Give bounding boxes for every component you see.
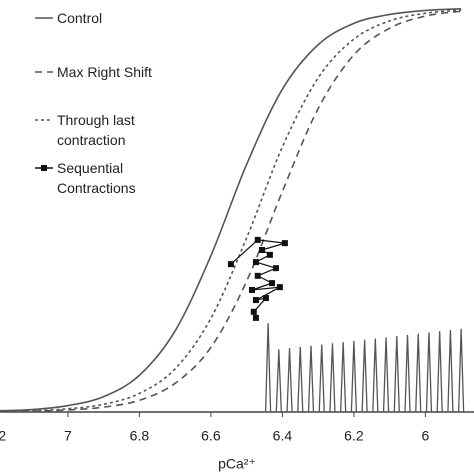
x-tick-label: 6.4 xyxy=(273,428,293,444)
transient-spike xyxy=(297,346,304,413)
transient-spike xyxy=(340,342,347,413)
transient-spike xyxy=(307,345,315,413)
data-point xyxy=(269,280,276,287)
x-tick-label: 7.2 xyxy=(0,428,6,444)
data-point xyxy=(252,314,259,321)
legend-item: Control xyxy=(35,8,177,28)
data-point xyxy=(266,251,273,258)
transient-spike xyxy=(318,344,325,413)
transient-spike xyxy=(286,348,293,413)
transient-spike xyxy=(404,334,411,413)
series-line xyxy=(0,8,462,412)
data-point xyxy=(276,284,283,291)
x-tick-label: 7 xyxy=(64,428,72,444)
data-point xyxy=(281,240,288,247)
legend-label: Max Right Shift xyxy=(57,64,152,80)
legend-item: Sequential Contractions xyxy=(35,158,177,198)
x-tick-label: 6.2 xyxy=(344,428,364,444)
data-point xyxy=(259,246,266,253)
series-line xyxy=(0,10,462,413)
transient-spike xyxy=(382,337,390,413)
data-point xyxy=(254,272,261,279)
data-point xyxy=(250,308,257,315)
legend-item: Through last contraction xyxy=(35,110,177,150)
transient-spike xyxy=(361,339,368,413)
transient-spike xyxy=(329,343,336,413)
transient-spike xyxy=(436,331,443,413)
transient-spike xyxy=(415,333,422,413)
data-point xyxy=(272,265,279,272)
legend-label: Sequential Contractions xyxy=(57,160,136,196)
legend-swatch xyxy=(35,17,53,19)
legend-swatch xyxy=(35,165,53,171)
series-line xyxy=(230,239,286,319)
series-line xyxy=(0,9,462,413)
data-point xyxy=(254,236,261,243)
transient-spike xyxy=(425,332,433,413)
data-point xyxy=(252,297,259,304)
x-tick-label: 6 xyxy=(421,428,429,444)
legend-swatch xyxy=(35,119,53,121)
transient-spike xyxy=(447,329,454,413)
x-tick-label: 6.8 xyxy=(130,428,150,444)
legend-swatch xyxy=(35,71,53,73)
legend-marker xyxy=(41,165,47,171)
data-point xyxy=(252,259,259,266)
x-tick-label: 6.6 xyxy=(201,428,221,444)
data-point xyxy=(227,261,234,268)
transient-spike xyxy=(275,349,282,413)
legend-item: Max Right Shift xyxy=(35,62,177,82)
transient-spike xyxy=(393,336,400,413)
transient-spike xyxy=(372,338,379,413)
data-point xyxy=(249,286,256,293)
legend-label: Through last contraction xyxy=(57,112,135,148)
x-axis-label: pCa²⁺ xyxy=(218,456,256,472)
legend-label: Control xyxy=(57,10,103,26)
data-point xyxy=(262,295,269,302)
transient-spike xyxy=(350,340,358,413)
transient-spike xyxy=(457,328,465,413)
transient-spike xyxy=(264,323,272,413)
